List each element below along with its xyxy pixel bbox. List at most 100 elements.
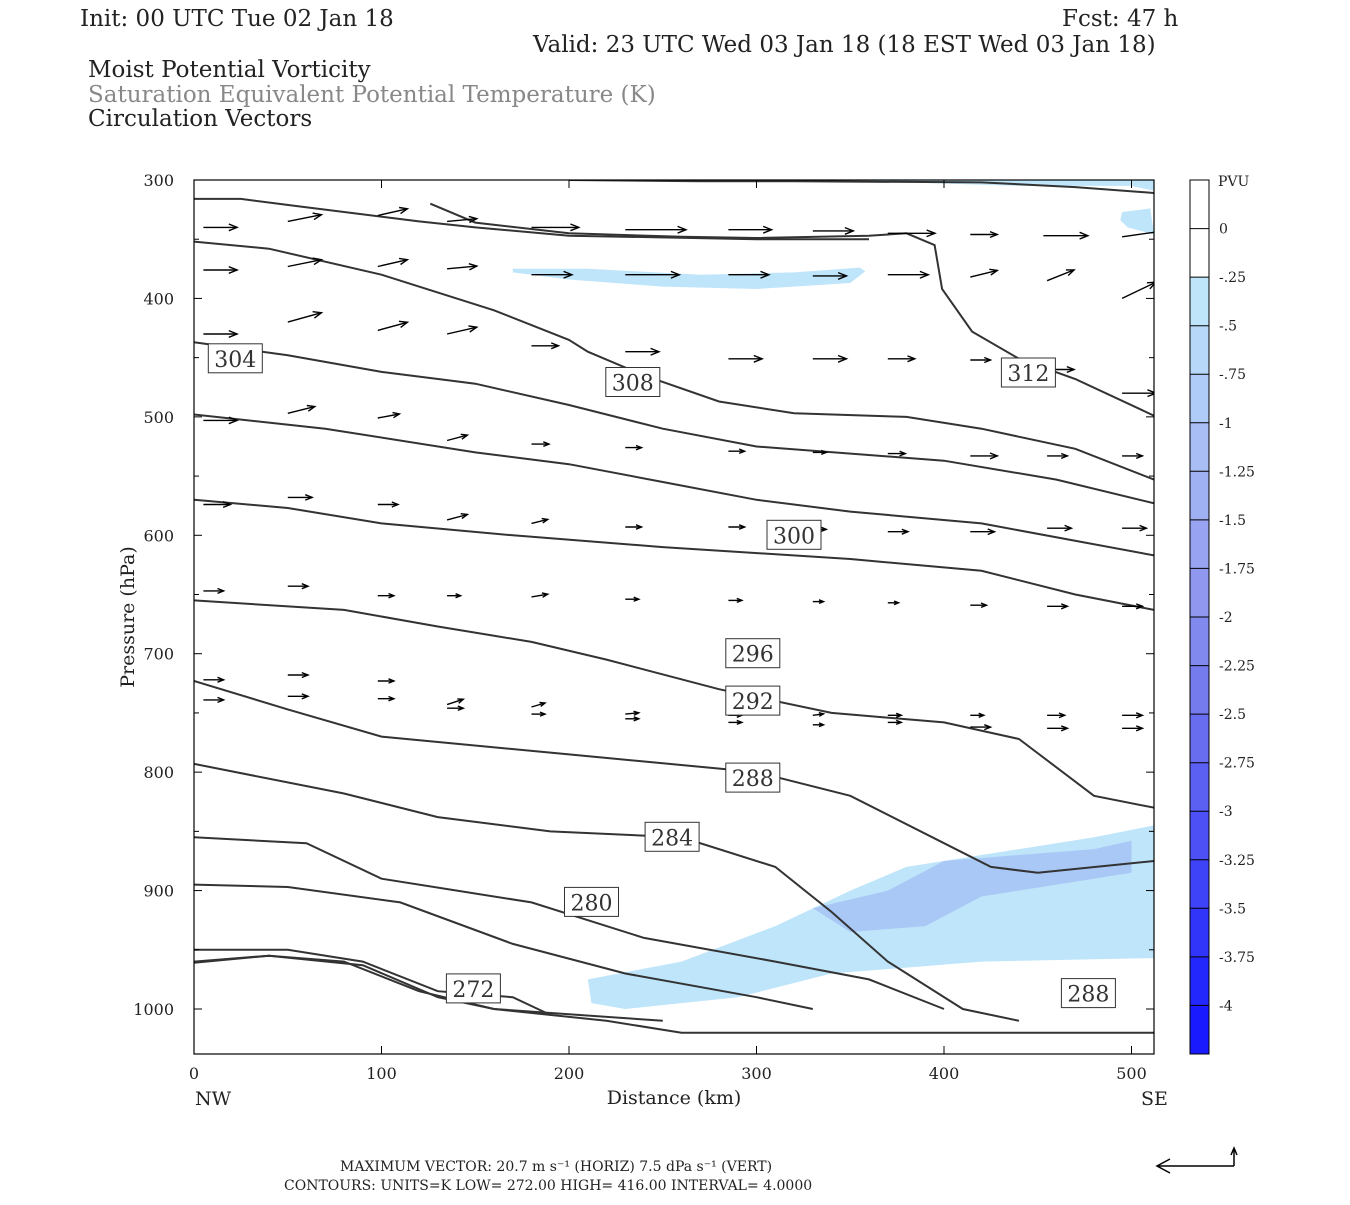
y-tick-label: 800 — [143, 763, 174, 782]
contour-label-text: 292 — [732, 690, 774, 715]
colorbar-swatch — [1190, 325, 1209, 375]
circulation-vector — [728, 719, 744, 726]
circulation-vector — [531, 441, 551, 448]
circulation-vector — [1047, 725, 1070, 732]
circulation-vector — [812, 722, 826, 728]
circulation-vector — [625, 596, 641, 602]
colorbar-level-label: -2.5 — [1219, 707, 1246, 723]
circulation-vector — [625, 716, 641, 722]
circulation-vector — [970, 268, 1000, 278]
contour-label: 304 — [207, 343, 263, 374]
circulation-vector — [625, 710, 641, 716]
pv-region-0 — [512, 267, 866, 289]
circulation-vector — [287, 212, 324, 223]
pv-region-2 — [775, 180, 1154, 191]
circulation-vector — [970, 712, 986, 718]
circulation-vector — [287, 583, 310, 590]
forecast-hour-label: Fcst: 47 h — [1062, 6, 1179, 32]
colorbar-level-label: -3 — [1219, 804, 1233, 820]
circulation-vector — [203, 329, 239, 338]
circulation-vector — [728, 524, 747, 530]
circulation-vector — [812, 599, 826, 605]
theta-es-contour-288 — [194, 599, 1154, 809]
y-axis-title: Pressure (hPa) — [117, 546, 139, 688]
circulation-vector — [447, 593, 463, 599]
circulation-vector — [203, 676, 226, 683]
circulation-vector — [531, 342, 561, 350]
contour-label-text: 288 — [1067, 983, 1109, 1008]
circulation-vector — [447, 263, 479, 271]
valid-time-label: Valid: 23 UTC Wed 03 Jan 18 (18 EST Wed … — [532, 32, 1156, 58]
circulation-vector — [625, 444, 644, 451]
colorbar-swatch — [1190, 374, 1209, 424]
circulation-vector — [1122, 725, 1145, 732]
contour-label: 288 — [725, 762, 781, 793]
y-tick-label: 500 — [143, 408, 174, 427]
colorbar: 0 -.25 -.5 -.75 -1 -1.25 -1.5 -1.75 -2 -2.25 -2.5 -… — [1189, 179, 1255, 1055]
x-tick-label: 500 — [1116, 1064, 1147, 1083]
circulation-vector — [887, 450, 908, 457]
theta-es-contour-304 — [194, 197, 869, 241]
y-axis: 300 400 500 600 700 800 900 1000 — [133, 171, 1154, 1019]
theta-es-contour-284 — [194, 680, 1154, 874]
circulation-vector — [1121, 281, 1154, 300]
circulation-vector — [970, 230, 1000, 239]
colorbar-level-label: -.25 — [1219, 270, 1246, 286]
pv-region-1 — [1120, 208, 1154, 235]
colorbar-swatch — [1190, 471, 1209, 521]
circulation-vector — [728, 597, 744, 604]
field-title-theta-es: Saturation Equivalent Potential Temperat… — [88, 82, 656, 108]
contour-label: 296 — [725, 638, 781, 669]
circulation-vector — [887, 712, 904, 718]
circulation-vector — [1122, 524, 1149, 532]
y-tick-label: 300 — [143, 171, 174, 190]
circulation-vector — [887, 528, 910, 535]
circulation-vector — [377, 501, 400, 508]
colorbar-level-label: -2.25 — [1219, 659, 1255, 675]
circulation-vector — [625, 225, 688, 234]
circulation-vector — [1047, 452, 1070, 460]
colorbar-swatch — [1190, 228, 1209, 278]
plot-frame — [193, 179, 1155, 1055]
y-tick-label: 600 — [143, 526, 174, 545]
x-tick-label: 200 — [554, 1064, 585, 1083]
circulation-vector — [812, 712, 826, 717]
colorbar-level-label: -3.5 — [1219, 901, 1246, 917]
circulation-vector — [1047, 524, 1074, 532]
circulation-vector — [203, 696, 226, 704]
circulation-vector — [625, 270, 682, 279]
circulation-vector — [970, 724, 993, 731]
circulation-vector — [377, 257, 410, 268]
theta-es-contour-276 — [194, 836, 945, 1010]
contour-label-text: 280 — [571, 891, 613, 916]
colorbar-swatch — [1190, 859, 1209, 909]
circulation-vector — [1122, 389, 1154, 398]
contour-label-text: 312 — [1007, 362, 1049, 387]
colorbar-swatch — [1190, 617, 1209, 667]
circulation-vector — [625, 347, 661, 356]
circulation-vector — [812, 449, 829, 456]
circulation-vector — [287, 404, 317, 414]
contour-label: 288 — [1060, 978, 1116, 1009]
theta-es-contour-272 — [194, 883, 814, 1010]
theta-es-contour-300 — [194, 341, 1154, 505]
circulation-vector — [728, 270, 771, 279]
circulation-vector — [287, 693, 310, 700]
x-axis-title: Distance (km) — [607, 1087, 742, 1109]
colorbar-swatch — [1190, 908, 1209, 958]
circulation-vector — [887, 270, 931, 279]
circulation-vector — [377, 320, 410, 332]
colorbar-swatch — [1190, 568, 1209, 618]
colorbar-level-label: -1 — [1219, 416, 1233, 432]
reference-vector-icon — [1155, 1146, 1238, 1174]
circulation-vector — [970, 356, 993, 364]
colorbar-swatch — [1190, 714, 1209, 764]
contour-label: 292 — [725, 685, 781, 716]
circulation-vector — [531, 711, 547, 717]
circulation-vector — [203, 587, 226, 595]
circulation-vector — [970, 452, 1000, 460]
contour-label-text: 300 — [773, 524, 815, 549]
circulation-vector — [1043, 231, 1090, 240]
circulation-vector — [728, 225, 774, 234]
